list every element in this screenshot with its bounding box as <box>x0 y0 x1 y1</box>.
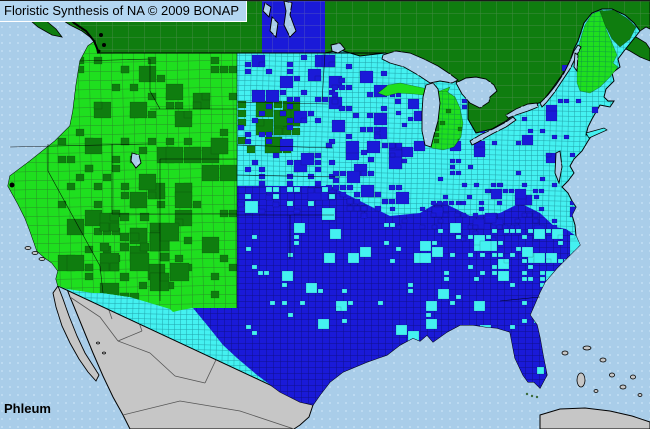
map-title-text: Floristic Synthesis of NA © 2009 BONAP <box>4 3 240 18</box>
map-title-bar: Floristic Synthesis of NA © 2009 BONAP <box>0 1 248 22</box>
taxon-name-label: Phleum <box>4 401 51 416</box>
